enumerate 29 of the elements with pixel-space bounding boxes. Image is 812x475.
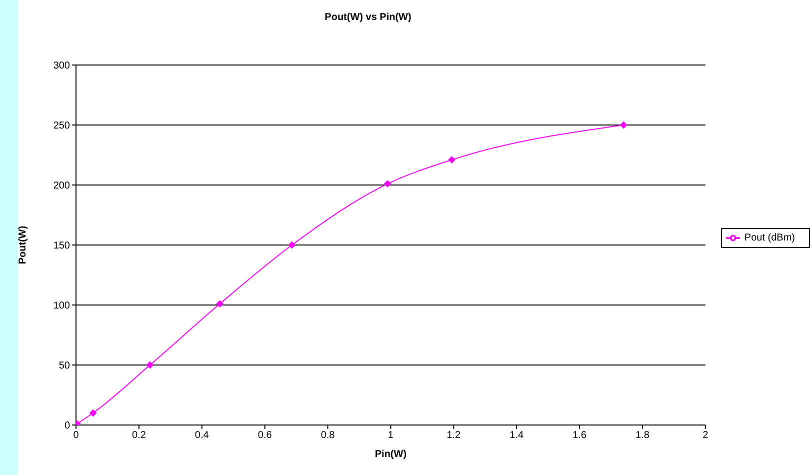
x-tick-label: 1.8 xyxy=(636,430,650,442)
x-axis-title: Pin(W) xyxy=(374,449,407,460)
legend-label: Pout (dBm) xyxy=(744,232,795,244)
y-tick-label: 300 xyxy=(53,60,70,72)
point xyxy=(620,122,628,128)
x-tick-label: 0.8 xyxy=(320,430,336,442)
y-tick-label: 50 xyxy=(58,360,70,372)
x-tick-label: 1.2 xyxy=(446,430,462,442)
point xyxy=(288,242,296,248)
y-tick-label: 200 xyxy=(53,180,70,192)
y-tick-label: 0 xyxy=(64,420,70,432)
x-tick-label: 0.4 xyxy=(194,430,210,442)
y-axis-title: Pout(W) xyxy=(18,226,29,264)
x-tick-label: 2 xyxy=(702,430,709,442)
x-tick-label: 0.6 xyxy=(258,430,272,442)
y-tick-label: 250 xyxy=(53,120,70,132)
x-tick-label: 0 xyxy=(73,430,80,442)
point xyxy=(89,410,96,416)
chart-title: Pout(W) vs Pin(W) xyxy=(324,12,412,23)
x-tick-label: 0.2 xyxy=(132,430,146,442)
point xyxy=(448,156,456,164)
x-tick-label: 1.4 xyxy=(510,430,524,442)
point xyxy=(146,362,154,368)
x-tick-label: 1 xyxy=(388,430,394,442)
x-tick-label: 1.6 xyxy=(572,430,587,442)
point xyxy=(384,180,392,188)
y-tick-label: 150 xyxy=(53,240,70,252)
y-tick-label: 100 xyxy=(53,300,70,312)
point xyxy=(216,300,224,308)
